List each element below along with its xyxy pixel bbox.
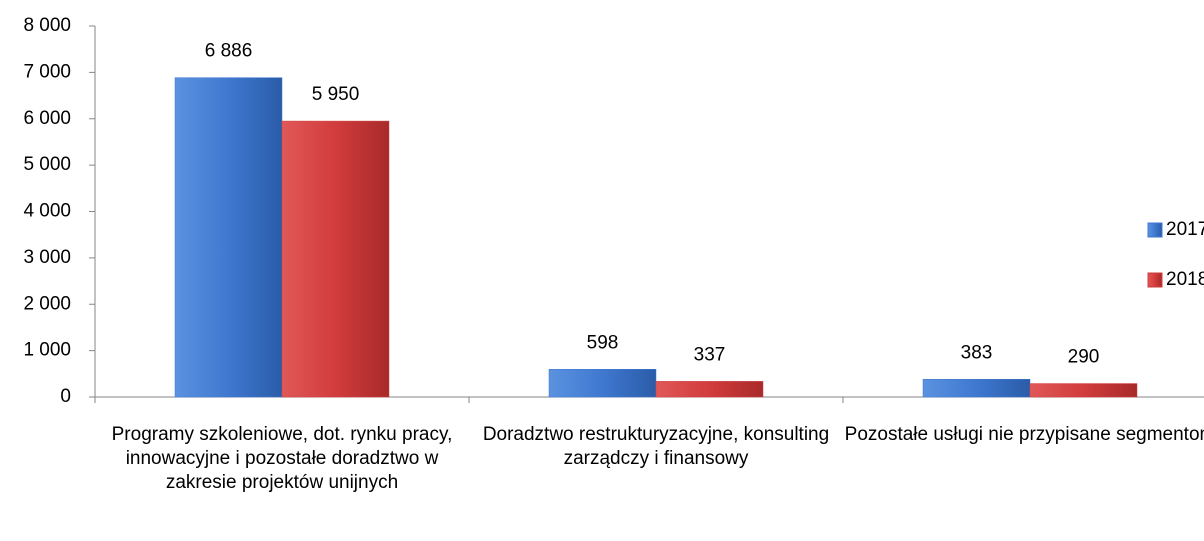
bar: [174, 77, 283, 398]
legend-label: 2017: [1166, 219, 1204, 240]
legend-swatch: [1147, 222, 1163, 238]
x-tick-label: Programy szkoleniowe, dot. rynku pracy, …: [111, 424, 453, 493]
y-tick-label: 3 000: [23, 247, 71, 268]
data-label: 290: [1068, 347, 1100, 368]
y-tick-label: 7 000: [23, 61, 71, 82]
y-tick-label: 8 000: [23, 15, 71, 36]
x-tick-label: Pozostałe usługi nie przypisane segmento…: [844, 424, 1204, 445]
bar: [1029, 383, 1138, 398]
data-label: 6 886: [205, 41, 253, 62]
bar: [548, 369, 657, 398]
y-tick-label: 0: [60, 386, 71, 407]
y-tick-label: 4 000: [23, 201, 71, 222]
legend-swatch: [1147, 272, 1163, 288]
data-label: 337: [694, 344, 726, 365]
bar: [922, 378, 1031, 398]
x-tick-label: Doradztwo restrukturyzacyjne, konsulting…: [482, 424, 830, 469]
bar: [655, 381, 764, 398]
y-tick-label: 2 000: [23, 293, 71, 314]
legend-label: 2018: [1166, 269, 1204, 290]
y-tick-label: 5 000: [23, 154, 71, 175]
bar: [281, 120, 390, 398]
data-label: 5 950: [312, 84, 360, 105]
data-label: 598: [587, 332, 619, 353]
y-tick-label: 6 000: [23, 108, 71, 129]
data-label: 383: [961, 342, 993, 363]
y-tick-label: 1 000: [23, 340, 71, 361]
